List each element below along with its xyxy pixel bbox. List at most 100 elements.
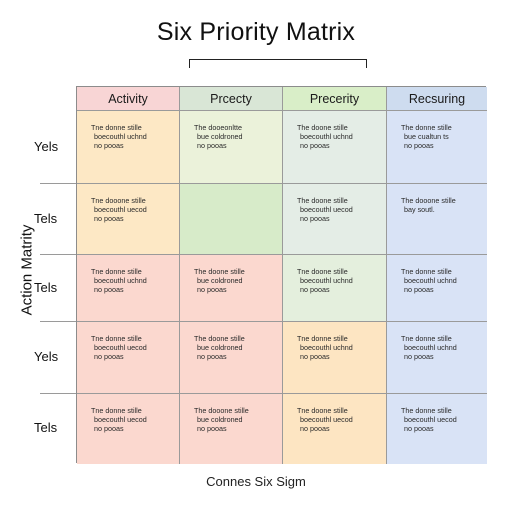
row-label: Yels xyxy=(34,349,59,364)
cell-note-line: no pooas xyxy=(197,424,227,434)
cell-note-bullet-line: Tne donne stille xyxy=(401,334,481,343)
column-header: Recsuring xyxy=(387,87,487,111)
cell-note-bullet-line: The donne stille xyxy=(401,123,481,132)
column-header: Prcecty xyxy=(180,87,283,111)
cell-note-line: boecouthl uchnd xyxy=(300,343,353,353)
row-divider xyxy=(40,393,77,394)
cell-note-bullet-line: The doone stille xyxy=(194,334,276,343)
cell-note-bullet-line: Tne donne stille xyxy=(297,334,380,343)
cell-note-line: no pooas xyxy=(300,214,330,224)
cell-note-line: no pooas xyxy=(94,285,124,295)
row-label: Tels xyxy=(34,279,58,295)
cell-note-bullet-line: Tne donne stille xyxy=(401,267,481,276)
cell-note-line: no pooas xyxy=(197,141,227,151)
row-label: Tels xyxy=(34,210,58,226)
cell-note-line: no pooas xyxy=(300,141,330,151)
cell-note-line: boecouthl uchnd xyxy=(404,343,457,353)
cell-note-line: no pooas xyxy=(300,352,330,362)
cell-note-line: boecouthl uchnd xyxy=(94,276,147,286)
cell-note-line: boecouthl uecod xyxy=(300,205,353,215)
cell-note-line: boecouthl uchnd xyxy=(300,276,353,286)
cell-note-line: boecouthl uchnd xyxy=(94,132,147,142)
cell-note-line: bue coldroned xyxy=(197,415,243,425)
cell-note-line: no pooas xyxy=(197,285,227,295)
cell-note-line: boecouthl uecod xyxy=(404,415,457,425)
cell-note-line: boecouthl uecod xyxy=(300,415,353,425)
diagram-title: Six Priority Matrix xyxy=(156,18,356,46)
column-header: Precerity xyxy=(283,87,387,111)
cell-note-bullet-line: Tne donne stille xyxy=(91,123,173,132)
cell-note-line: no pooas xyxy=(94,424,124,434)
row-label: Yels xyxy=(34,138,59,154)
cell-note-line: boecouthl uecod xyxy=(94,415,147,425)
cell-note-line: no pooas xyxy=(300,424,330,434)
column-header: Activity xyxy=(77,87,180,111)
cell-note-line: boecouthl uecod xyxy=(94,205,147,215)
row-divider xyxy=(40,254,77,255)
cell-note-line: no pooas xyxy=(94,214,124,224)
cell-note-line: bue coldroned xyxy=(197,132,243,142)
cell-note-bullet-line: The doone stille xyxy=(297,196,380,205)
cell-note-line: no pooas xyxy=(197,352,227,362)
cell-note-line: bue cualtun ts xyxy=(404,132,449,142)
cell-note-line: bue coldroned xyxy=(197,276,243,286)
row-divider xyxy=(40,321,77,322)
cell-note-line: no pooas xyxy=(404,352,434,362)
cell-note-line: no pooas xyxy=(404,285,434,295)
cell-note-bullet-line: The donne stille xyxy=(401,406,481,415)
cell-note-line: no pooas xyxy=(94,141,124,151)
cell-note-bullet-line: Tne donne stille xyxy=(91,334,173,343)
row-label: Tels xyxy=(34,420,58,435)
cell-note-line: boecouthl uchnd xyxy=(300,132,353,142)
cell-note-line: bay soutl. xyxy=(404,205,435,215)
cell-note-line: no pooas xyxy=(300,285,330,295)
cell-note-line: boecouthl uchnd xyxy=(404,276,457,286)
cell-note-bullet-line: The doone stille xyxy=(194,267,276,276)
axis-label-vertical: Action Matrity xyxy=(18,224,36,316)
cell-note-line: no pooas xyxy=(404,141,434,151)
row-divider xyxy=(40,183,77,184)
cell-note-line: no pooas xyxy=(404,424,434,434)
cell-note-line: boecouthl uecod xyxy=(94,343,147,353)
cell-note-bullet-line: Tne doone stille xyxy=(297,406,380,415)
cell-note-bullet-line: The dooone stille xyxy=(194,406,276,415)
cell-note-bullet-line: Tne donne stille xyxy=(91,406,173,415)
cell-note-bullet-line: The dooone stille xyxy=(401,196,481,205)
cell-note-bullet-line: The dooeonltte xyxy=(194,123,276,132)
